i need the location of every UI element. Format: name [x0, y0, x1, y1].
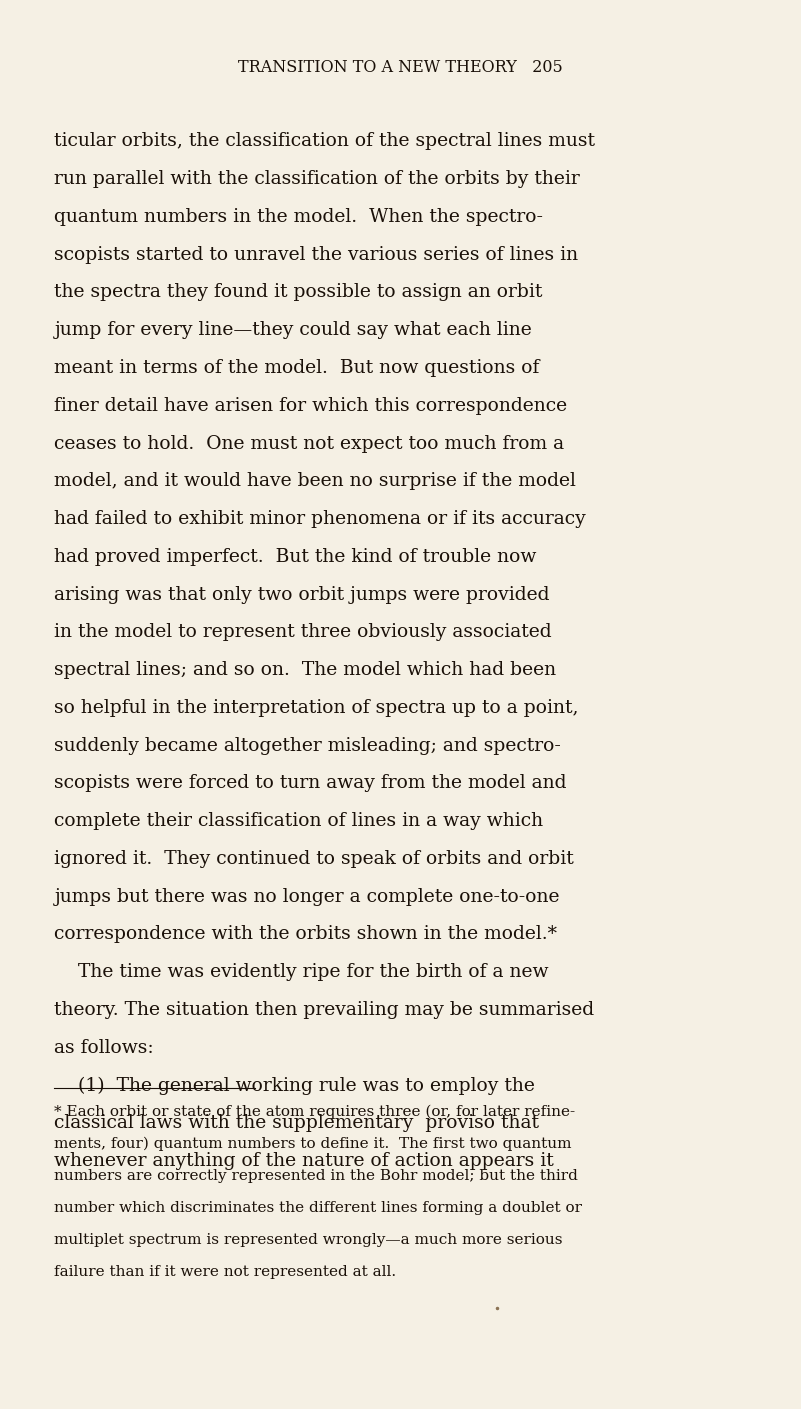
- Text: whenever anything of the nature of action appears it: whenever anything of the nature of actio…: [54, 1153, 554, 1169]
- Text: quantum numbers in the model.  When the spectro-: quantum numbers in the model. When the s…: [54, 209, 543, 225]
- Text: model, and it would have been no surprise if the model: model, and it would have been no surpris…: [54, 472, 577, 490]
- Text: finer detail have arisen for which this correspondence: finer detail have arisen for which this …: [54, 397, 568, 414]
- Text: ceases to hold.  One must not expect too much from a: ceases to hold. One must not expect too …: [54, 434, 565, 452]
- Text: complete their classification of lines in a way which: complete their classification of lines i…: [54, 812, 544, 830]
- Text: run parallel with the classification of the orbits by their: run parallel with the classification of …: [54, 170, 580, 189]
- Text: meant in terms of the model.  But now questions of: meant in terms of the model. But now que…: [54, 359, 540, 378]
- Text: correspondence with the orbits shown in the model.*: correspondence with the orbits shown in …: [54, 926, 557, 944]
- Text: theory. The situation then prevailing may be summarised: theory. The situation then prevailing ma…: [54, 1000, 594, 1019]
- Text: scopists were forced to turn away from the model and: scopists were forced to turn away from t…: [54, 775, 567, 792]
- Text: ticular orbits, the classification of the spectral lines must: ticular orbits, the classification of th…: [54, 132, 595, 151]
- Text: (1)  The general working rule was to employ the: (1) The general working rule was to empl…: [54, 1076, 535, 1095]
- Text: so helpful in the interpretation of spectra up to a point,: so helpful in the interpretation of spec…: [54, 699, 579, 717]
- Text: classical laws with the supplementary  proviso that: classical laws with the supplementary pr…: [54, 1115, 539, 1133]
- Text: spectral lines; and so on.  The model which had been: spectral lines; and so on. The model whi…: [54, 661, 557, 679]
- Text: ignored it.  They continued to speak of orbits and orbit: ignored it. They continued to speak of o…: [54, 850, 574, 868]
- Text: jump for every line—they could say what each line: jump for every line—they could say what …: [54, 321, 532, 340]
- Text: * Each orbit or state of the atom requires three (or, for later refine-: * Each orbit or state of the atom requir…: [54, 1105, 576, 1119]
- Text: jumps but there was no longer a complete one-to-one: jumps but there was no longer a complete…: [54, 888, 560, 906]
- Text: ments, four) quantum numbers to define it.  The first two quantum: ments, four) quantum numbers to define i…: [54, 1137, 572, 1151]
- Text: arising was that only two orbit jumps were provided: arising was that only two orbit jumps we…: [54, 586, 550, 603]
- Text: TRANSITION TO A NEW THEORY   205: TRANSITION TO A NEW THEORY 205: [238, 59, 563, 76]
- Text: multiplet spectrum is represented wrongly—a much more serious: multiplet spectrum is represented wrongl…: [54, 1233, 563, 1247]
- Text: the spectra they found it possible to assign an orbit: the spectra they found it possible to as…: [54, 283, 543, 302]
- Text: in the model to represent three obviously associated: in the model to represent three obviousl…: [54, 623, 552, 641]
- Text: The time was evidently ripe for the birth of a new: The time was evidently ripe for the birt…: [54, 964, 549, 981]
- Text: number which discriminates the different lines forming a doublet or: number which discriminates the different…: [54, 1200, 582, 1215]
- Text: numbers are correctly represented in the Bohr model; but the third: numbers are correctly represented in the…: [54, 1169, 578, 1184]
- Text: as follows:: as follows:: [54, 1038, 154, 1057]
- Text: had proved imperfect.  But the kind of trouble now: had proved imperfect. But the kind of tr…: [54, 548, 537, 566]
- Text: had failed to exhibit minor phenomena or if its accuracy: had failed to exhibit minor phenomena or…: [54, 510, 586, 528]
- Text: suddenly became altogether misleading; and spectro-: suddenly became altogether misleading; a…: [54, 737, 562, 755]
- Text: failure than if it were not represented at all.: failure than if it were not represented …: [54, 1265, 396, 1279]
- Text: scopists started to unravel the various series of lines in: scopists started to unravel the various …: [54, 245, 578, 263]
